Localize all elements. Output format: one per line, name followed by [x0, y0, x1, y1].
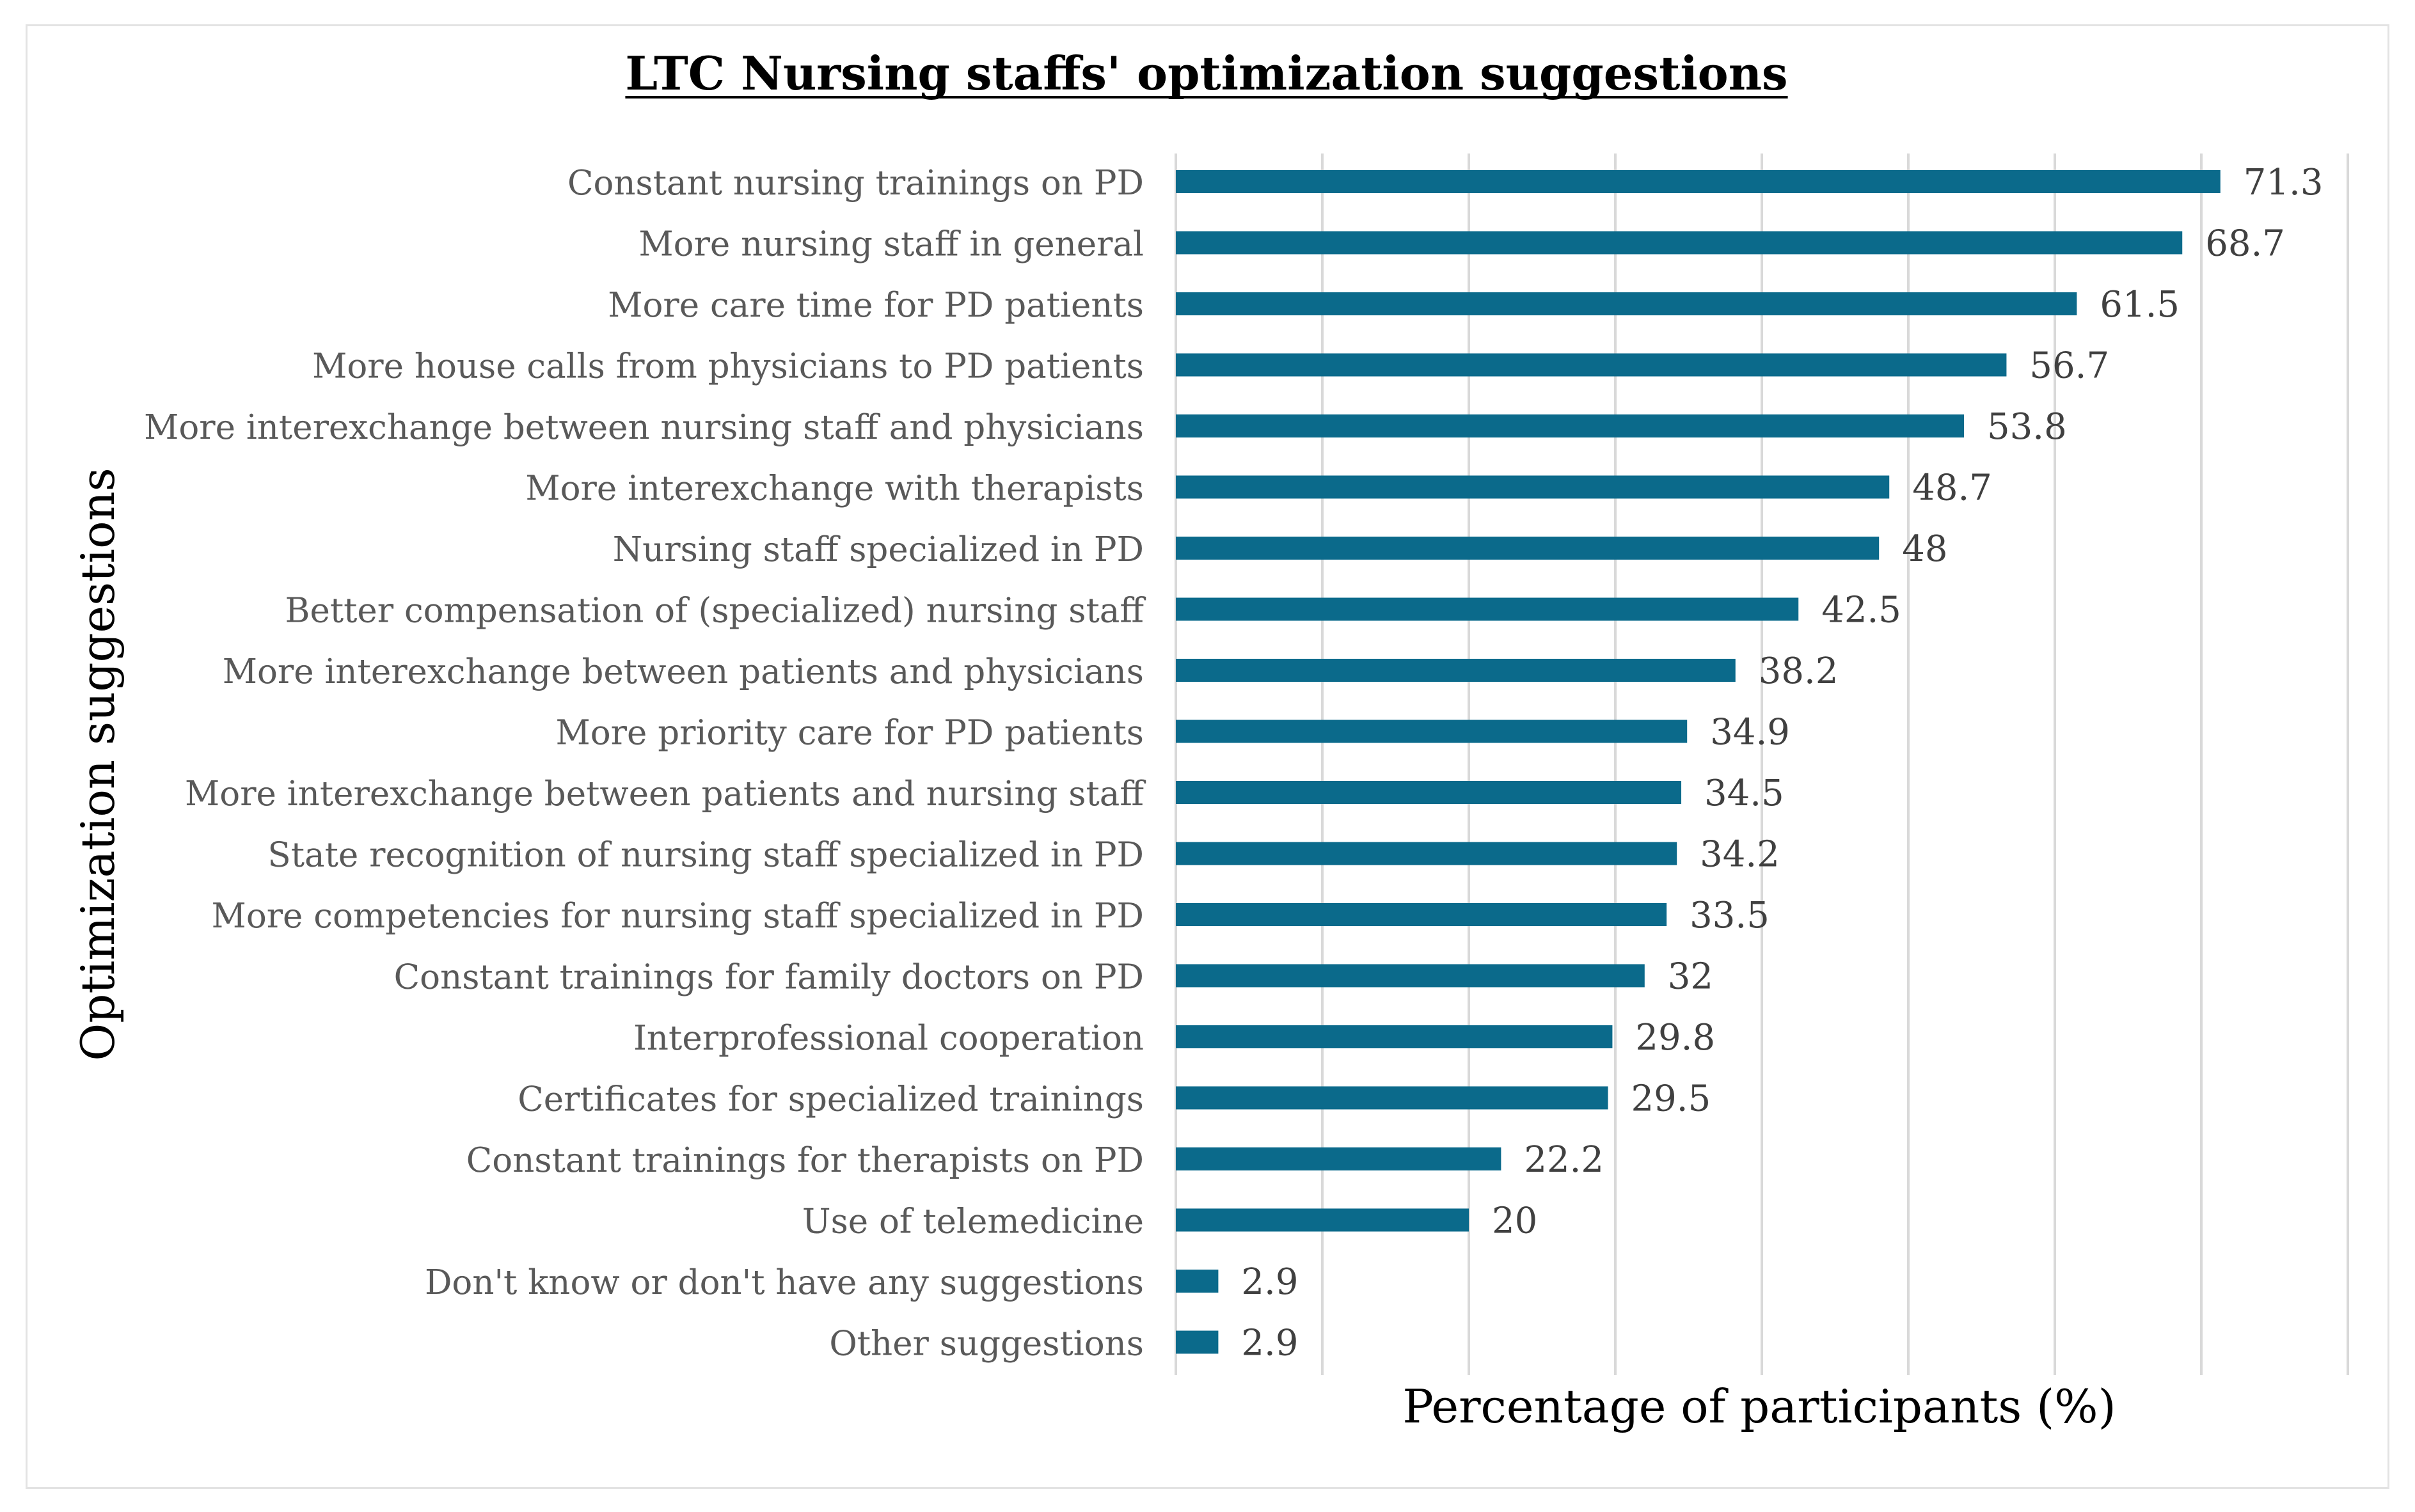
data-label: 48 — [1902, 528, 1947, 570]
bar — [1176, 353, 2007, 377]
bar — [1176, 1025, 1613, 1048]
category-label: More care time for PD patients — [608, 286, 1144, 325]
data-label: 48.7 — [1912, 468, 1992, 509]
category-label: More interexchange between patients and … — [185, 775, 1146, 814]
data-label: 34.9 — [1710, 712, 1790, 753]
x-axis-title: Percentage of participants (%) — [1402, 1380, 2116, 1433]
bar — [1176, 1086, 1608, 1110]
category-label: More interexchange with therapists — [525, 469, 1144, 508]
bar — [1176, 781, 1682, 804]
category-label: More interexchange between patients and … — [223, 652, 1144, 691]
bar — [1176, 1270, 1219, 1293]
data-label: 71.3 — [2244, 162, 2324, 203]
bar — [1176, 414, 1965, 437]
data-label: 34.2 — [1700, 834, 1780, 876]
data-label: 34.5 — [1704, 773, 1784, 814]
bar — [1176, 720, 1688, 743]
category-label: Interprofessional cooperation — [633, 1019, 1144, 1058]
gridlines — [1175, 154, 2349, 1375]
data-label: 56.7 — [2029, 345, 2109, 387]
data-label: 68.7 — [2205, 223, 2285, 265]
bar — [1176, 597, 1799, 621]
chart-frame — [26, 24, 2389, 1489]
bar — [1176, 842, 1677, 865]
data-label: 61.5 — [2100, 284, 2180, 326]
bar — [1176, 1147, 1501, 1170]
chart-title: LTC Nursing staffs' optimization suggest… — [625, 46, 1787, 100]
data-label: 33.5 — [1690, 895, 1770, 936]
data-label: 22.2 — [1524, 1139, 1604, 1181]
data-label: 29.8 — [1635, 1017, 1715, 1059]
category-label: More competencies for nursing staff spec… — [212, 897, 1144, 936]
category-label: More interexchange between nursing staff… — [144, 408, 1144, 447]
category-label: Don't know or don't have any suggestions — [425, 1263, 1144, 1302]
bar — [1176, 659, 1736, 682]
bar — [1176, 1330, 1219, 1354]
data-label: 53.8 — [1987, 406, 2067, 448]
bars — [1176, 170, 2221, 1354]
y-axis-title: Optimization suggestions — [71, 468, 125, 1061]
category-labels: Constant nursing trainings on PD More nur… — [144, 164, 1146, 1364]
bar — [1176, 170, 2221, 193]
bar — [1176, 1208, 1469, 1232]
category-label: Use of telemedicine — [802, 1202, 1144, 1241]
category-label: Certificates for specialized trainings — [518, 1080, 1144, 1119]
category-label: State recognition of nursing staff speci… — [267, 836, 1144, 875]
category-label: Constant nursing trainings on PD — [567, 164, 1144, 203]
data-label: 2.9 — [1241, 1323, 1298, 1364]
data-label: 20 — [1492, 1201, 1537, 1242]
category-label: Other suggestions — [829, 1325, 1144, 1364]
category-label: More house calls from physicians to PD p… — [312, 347, 1144, 386]
bar — [1176, 903, 1667, 926]
category-label: Better compensation of (specialized) nur… — [285, 592, 1146, 631]
category-label: Constant trainings for therapists on PD — [466, 1141, 1144, 1180]
bar — [1176, 964, 1645, 988]
data-label: 29.5 — [1631, 1078, 1711, 1120]
data-label: 32 — [1668, 956, 1713, 998]
data-label: 42.5 — [1821, 590, 1901, 631]
category-label: Nursing staff specialized in PD — [613, 530, 1144, 569]
category-label: More priority care for PD patients — [555, 714, 1144, 753]
data-label: 38.2 — [1759, 650, 1839, 692]
category-label: Constant trainings for family doctors on… — [394, 958, 1144, 997]
bar — [1176, 537, 1880, 560]
bar — [1176, 292, 2077, 315]
bar — [1176, 475, 1890, 499]
category-label: More nursing staff in general — [638, 225, 1144, 264]
data-label: 2.9 — [1241, 1261, 1298, 1303]
bar — [1176, 231, 2183, 255]
